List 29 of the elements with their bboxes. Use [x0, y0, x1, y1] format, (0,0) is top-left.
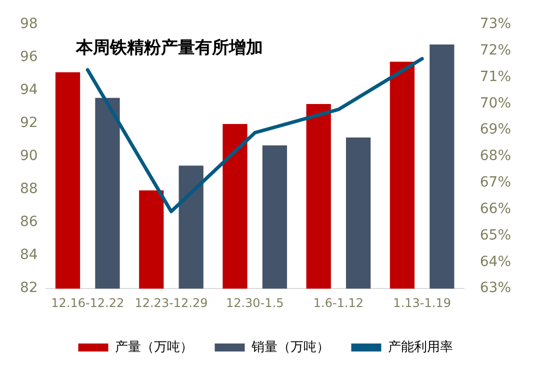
y2-tick-label: 72% — [480, 42, 512, 58]
y-tick-label: 86 — [20, 214, 38, 230]
legend-label: 产能利用率 — [388, 338, 453, 355]
y2-tick-label: 73% — [480, 16, 512, 32]
legend-label: 销量（万吨） — [250, 340, 330, 355]
y2-tick-label: 71% — [480, 68, 512, 85]
y2-tick-label: 65% — [480, 227, 512, 244]
y-tick-label: 88 — [20, 181, 38, 198]
text: 本周铁精粉产量有所增加 — [74, 38, 263, 58]
x-tick-label: 12.30-1.5 — [226, 296, 284, 310]
x-tick-label: 1.6-1.12 — [313, 296, 364, 310]
y2-tick-label: 69% — [480, 122, 512, 138]
y2-tick-label: 66% — [480, 200, 512, 217]
y-tick-label: 82 — [20, 280, 38, 296]
y2-tick-label: 63% — [480, 280, 512, 296]
y2-tick-label: 64% — [480, 254, 512, 270]
legend-label: 产量（万吨） — [114, 340, 193, 355]
x-tick-label: 12.16-12.22 — [51, 296, 124, 310]
x-tick-label: 1.13-1.19 — [393, 296, 451, 310]
y-tick-label: 90 — [20, 148, 38, 164]
y-tick-label: 96 — [20, 49, 38, 66]
y2-tick-label: 67% — [480, 174, 512, 191]
y-tick-label: 94 — [20, 82, 38, 98]
x-tick-label: 12.23-12.29 — [134, 296, 208, 310]
y-tick-label: 98 — [20, 16, 38, 32]
y-tick-label: 92 — [20, 115, 38, 132]
y-tick-label: 84 — [20, 247, 38, 264]
y2-tick-label: 70% — [480, 95, 512, 112]
y2-tick-label: 68% — [480, 148, 512, 164]
